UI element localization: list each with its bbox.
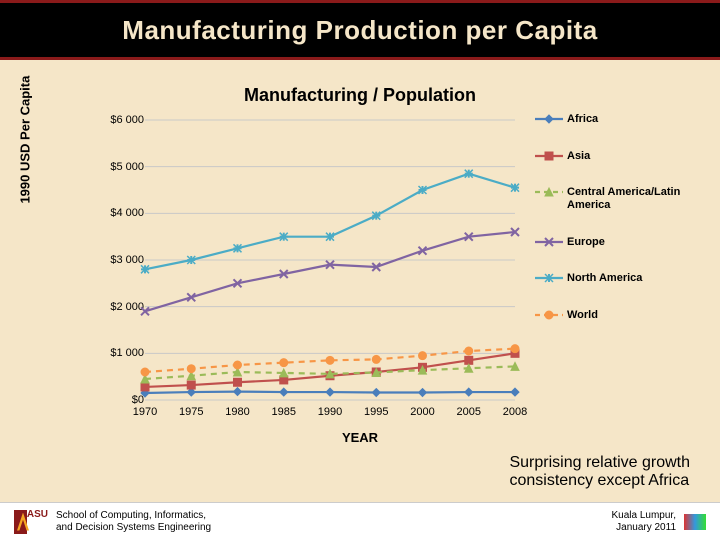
- legend-sample: [535, 272, 563, 284]
- series-marker: [280, 233, 288, 241]
- xtick: 2008: [503, 406, 527, 418]
- legend-item: North America: [535, 272, 690, 285]
- chart-title: Manufacturing / Population: [60, 85, 660, 106]
- legend-label: World: [567, 309, 598, 322]
- series-marker: [187, 256, 195, 264]
- xtick: 1980: [225, 406, 249, 418]
- legend-sample: [535, 150, 563, 162]
- series-marker: [187, 381, 195, 389]
- series-marker: [419, 352, 427, 360]
- series-line: [145, 232, 515, 311]
- asu-logo-icon: ASU: [14, 510, 48, 534]
- xtick: 1970: [133, 406, 157, 418]
- legend-item: Europe: [535, 236, 690, 249]
- xtick: 1985: [272, 406, 296, 418]
- xtick: 2000: [410, 406, 434, 418]
- xtick: 1995: [364, 406, 388, 418]
- legend-sample: [535, 236, 563, 248]
- series-marker: [280, 388, 288, 396]
- series-marker: [234, 378, 242, 386]
- series-marker: [372, 389, 380, 397]
- series-marker: [465, 356, 473, 364]
- x-axis-label: YEAR: [60, 430, 660, 445]
- slide-title: Manufacturing Production per Capita: [122, 15, 597, 46]
- ytick: $4 000: [104, 207, 144, 219]
- series-marker: [419, 389, 427, 397]
- ytick: $6 000: [104, 114, 144, 126]
- xtick: 1990: [318, 406, 342, 418]
- legend-sample: [535, 113, 563, 125]
- y-axis-label: 1990 USD Per Capita: [18, 76, 33, 204]
- ytick: $2 000: [104, 301, 144, 313]
- xtick: 1975: [179, 406, 203, 418]
- ytick: $0: [104, 394, 144, 406]
- legend-item: World: [535, 309, 690, 322]
- footer-school: School of Computing, Informatics, and De…: [56, 510, 211, 533]
- series-marker: [465, 347, 473, 355]
- series-marker: [234, 244, 242, 252]
- series-marker: [280, 359, 288, 367]
- series-marker: [326, 388, 334, 396]
- series-marker: [372, 355, 380, 363]
- series-marker: [419, 186, 427, 194]
- ytick: $1 000: [104, 347, 144, 359]
- plot-area: [145, 120, 515, 400]
- series-marker: [326, 233, 334, 241]
- ytick: $5 000: [104, 161, 144, 173]
- footer: ASU School of Computing, Informatics, an…: [0, 502, 720, 540]
- series-marker: [234, 388, 242, 396]
- series-marker: [372, 212, 380, 220]
- legend: Africa Asia Central America/Latin America E…: [535, 113, 690, 345]
- legend-label: Central America/Latin America: [567, 186, 690, 211]
- footer-right: Kuala Lumpur, January 2011: [612, 510, 707, 533]
- ytick: $3 000: [104, 254, 144, 266]
- caption-line1: Surprising relative growth: [509, 454, 690, 472]
- chart-svg: [145, 120, 515, 400]
- series-line: [145, 174, 515, 270]
- series-marker: [141, 383, 149, 391]
- partner-logo-icon: [684, 514, 706, 530]
- slide: Manufacturing Production per Capita Manu…: [0, 0, 720, 540]
- series-marker: [187, 365, 195, 373]
- title-bar: Manufacturing Production per Capita: [0, 0, 720, 60]
- legend-item: Central America/Latin America: [535, 186, 690, 211]
- caption: Surprising relative growth consistency e…: [509, 454, 690, 490]
- series-marker: [511, 388, 519, 396]
- series-marker: [465, 170, 473, 178]
- caption-line2: consistency except Africa: [509, 472, 690, 490]
- footer-left: ASU School of Computing, Informatics, an…: [14, 510, 211, 534]
- series-marker: [141, 368, 149, 376]
- legend-label: Africa: [567, 113, 598, 126]
- legend-sample: [535, 309, 563, 321]
- legend-label: North America: [567, 272, 642, 285]
- legend-sample: [535, 186, 563, 198]
- series-marker: [511, 184, 519, 192]
- legend-item: Asia: [535, 150, 690, 163]
- series-marker: [511, 345, 519, 353]
- series-marker: [234, 361, 242, 369]
- chart-container: Manufacturing / Population 1990 USD Per …: [60, 85, 660, 455]
- series-marker: [465, 388, 473, 396]
- legend-label: Europe: [567, 236, 605, 249]
- series-marker: [326, 356, 334, 364]
- series-marker: [141, 265, 149, 273]
- xtick: 2005: [457, 406, 481, 418]
- legend-item: Africa: [535, 113, 690, 126]
- legend-label: Asia: [567, 150, 590, 163]
